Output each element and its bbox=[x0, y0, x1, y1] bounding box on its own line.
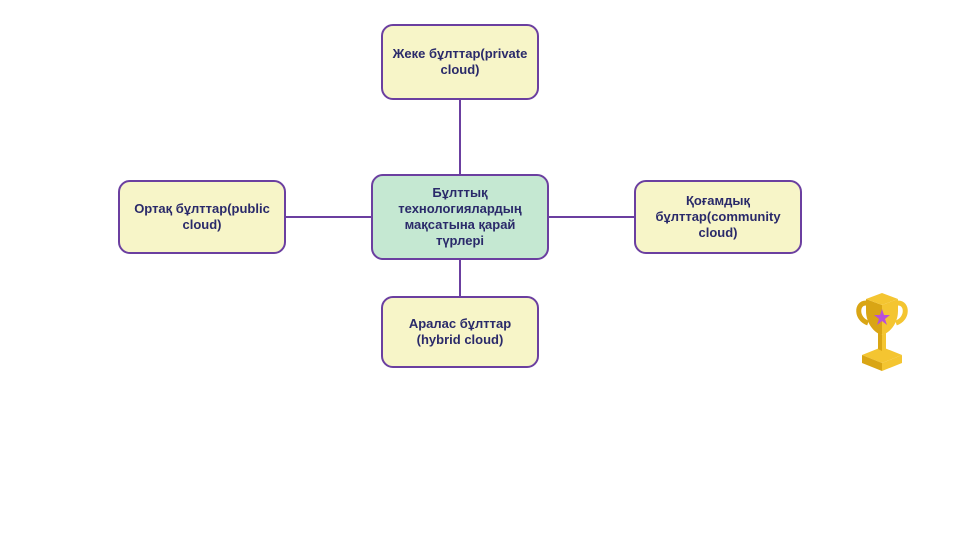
node-center: Бұлттық технологиялардың мақсатына қарай… bbox=[371, 174, 549, 260]
node-bottom-label: Аралас бұлттар (hybrid cloud) bbox=[391, 316, 529, 349]
node-right: Қоғамдық бұлттар(community cloud) bbox=[634, 180, 802, 254]
node-center-label: Бұлттық технологиялардың мақсатына қарай… bbox=[381, 185, 539, 250]
edge-center-top bbox=[459, 100, 461, 174]
node-right-label: Қоғамдық бұлттар(community cloud) bbox=[644, 193, 792, 242]
node-left-label: Ортақ бұлттар(public cloud) bbox=[128, 201, 276, 234]
edge-center-left bbox=[286, 216, 371, 218]
node-left: Ортақ бұлттар(public cloud) bbox=[118, 180, 286, 254]
edge-center-right bbox=[549, 216, 634, 218]
trophy-icon bbox=[848, 285, 916, 373]
node-bottom: Аралас бұлттар (hybrid cloud) bbox=[381, 296, 539, 368]
edge-center-bottom bbox=[459, 260, 461, 296]
node-top-label: Жеке бұлттар(private cloud) bbox=[391, 46, 529, 79]
diagram-canvas: Бұлттық технологиялардың мақсатына қарай… bbox=[0, 0, 960, 540]
node-top: Жеке бұлттар(private cloud) bbox=[381, 24, 539, 100]
